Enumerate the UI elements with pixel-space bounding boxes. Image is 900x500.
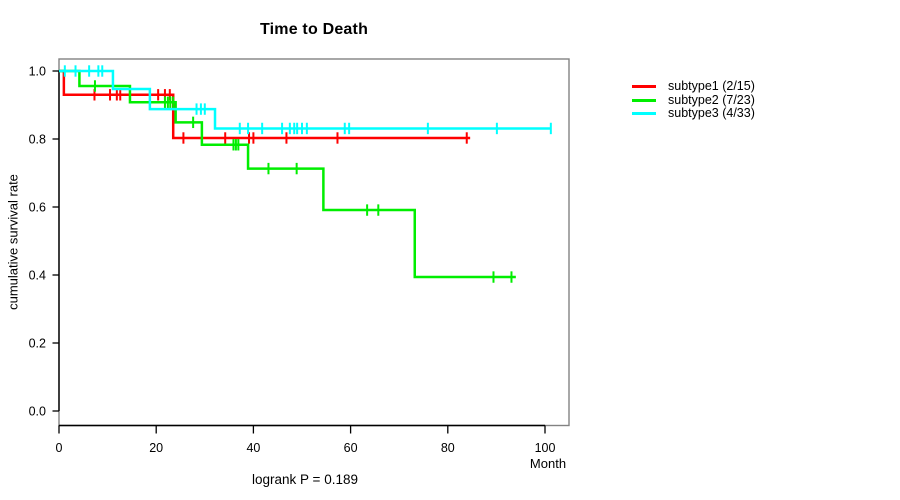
legend-line-swatch-subtype1 xyxy=(632,85,656,89)
legend-item-subtype3: subtype3 (4/33) xyxy=(632,105,755,120)
y-tick-label: 0.4 xyxy=(29,269,46,283)
logrank-pvalue-text: logrank P = 0.189 xyxy=(252,472,358,487)
legend: subtype1 (2/15) subtype2 (7/23) subtype3… xyxy=(632,80,755,120)
x-tick-label: 20 xyxy=(149,441,163,455)
y-tick-label: 1.0 xyxy=(29,65,46,79)
legend-line-swatch-subtype3 xyxy=(632,111,656,115)
x-tick-label: 0 xyxy=(56,441,63,455)
plot-frame xyxy=(58,58,570,427)
survival-curve-3 xyxy=(59,69,552,130)
legend-label-subtype1: subtype1 (2/15) xyxy=(668,79,755,94)
x-tick-label: 60 xyxy=(344,441,358,455)
y-tick-label: 0.6 xyxy=(29,201,46,215)
x-tick-label: 40 xyxy=(246,441,260,455)
legend-label-subtype2: subtype2 (7/23) xyxy=(668,92,755,107)
y-tick-label: 0.0 xyxy=(29,405,46,419)
chart-title: Time to Death xyxy=(259,21,369,38)
legend-line-swatch-subtype2 xyxy=(632,98,656,102)
survival-curve-2 xyxy=(59,69,516,279)
legend-item-subtype2: subtype2 (7/23) xyxy=(632,93,755,106)
y-tick-label: 0.8 xyxy=(29,133,46,147)
x-tick-label: 100 xyxy=(535,441,556,455)
x-tick-label: 80 xyxy=(441,441,455,455)
x-axis-label: Month xyxy=(529,456,567,471)
y-tick-label: 0.2 xyxy=(29,337,46,351)
legend-label-subtype3: subtype3 (4/33) xyxy=(668,105,755,120)
legend-item-subtype1: subtype1 (2/15) xyxy=(632,80,755,93)
